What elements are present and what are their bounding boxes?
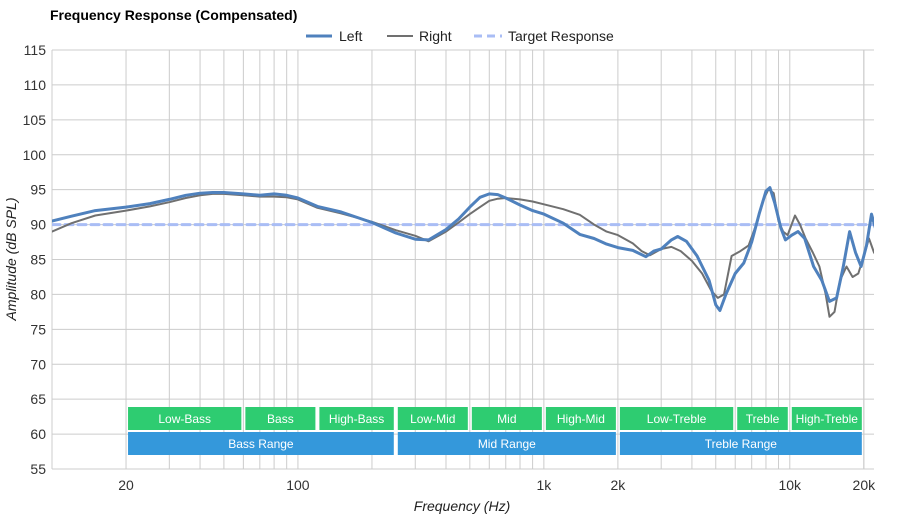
x-tick-label: 1k bbox=[536, 477, 552, 493]
x-tick-label: 20k bbox=[853, 477, 877, 493]
band-label: Low-Bass bbox=[158, 412, 211, 426]
band-rect bbox=[128, 432, 394, 455]
y-tick-label: 95 bbox=[30, 182, 46, 198]
band-low-bass: Low-Bass bbox=[128, 407, 242, 430]
band-label: High-Mid bbox=[557, 412, 605, 426]
band-bass-range: Bass Range bbox=[128, 432, 394, 455]
y-tick-label: 80 bbox=[30, 286, 46, 302]
y-tick-label: 55 bbox=[30, 461, 46, 477]
x-tick-label: 100 bbox=[286, 477, 310, 493]
x-axis-ticks: 20 100 1k 2k 10k 20k bbox=[118, 477, 876, 493]
frequency-bands: Low-Bass Bass High-Bass Low-Mid Mid High-Mid L… bbox=[128, 407, 862, 455]
band-rect bbox=[397, 407, 468, 430]
band-label: Low-Mid bbox=[410, 412, 455, 426]
chart-title: Frequency Response (Compensated) bbox=[50, 7, 297, 23]
band-rect bbox=[245, 407, 316, 430]
y-tick-label: 65 bbox=[30, 391, 46, 407]
y-tick-label: 85 bbox=[30, 252, 46, 268]
y-axis-label: Amplitude (dB SPL) bbox=[3, 198, 19, 322]
y-tick-label: 100 bbox=[23, 147, 47, 163]
y-tick-label: 105 bbox=[23, 112, 47, 128]
chart-series bbox=[52, 186, 874, 318]
x-tick-label: 10k bbox=[778, 477, 802, 493]
band-bass: Bass bbox=[245, 407, 316, 430]
y-axis-ticks: 55 60 65 70 75 80 85 90 95 100 105 110 115 bbox=[23, 42, 47, 477]
band-label: Low-Treble bbox=[647, 412, 707, 426]
band-mid: Mid bbox=[471, 407, 542, 430]
band-label: Treble Range bbox=[705, 437, 778, 451]
y-tick-label: 110 bbox=[24, 77, 47, 93]
band-label: Mid Range bbox=[478, 437, 536, 451]
band-rect bbox=[619, 407, 734, 430]
band-label: Bass bbox=[267, 412, 294, 426]
series-line-right bbox=[52, 188, 874, 318]
band-rect bbox=[545, 407, 616, 430]
legend-label-left: Left bbox=[339, 28, 362, 44]
y-tick-label: 70 bbox=[30, 356, 46, 372]
band-high-bass: High-Bass bbox=[319, 407, 394, 430]
y-tick-label: 75 bbox=[30, 321, 46, 337]
band-rect bbox=[128, 407, 242, 430]
band-mid-range: Mid Range bbox=[397, 432, 616, 455]
y-tick-label: 115 bbox=[24, 42, 47, 58]
y-tick-label: 90 bbox=[30, 217, 46, 233]
band-label: High-Bass bbox=[329, 412, 384, 426]
band-rect bbox=[737, 407, 788, 430]
x-axis-label: Frequency (Hz) bbox=[414, 498, 510, 514]
legend-label-target: Target Response bbox=[508, 28, 614, 44]
band-treble: Treble bbox=[737, 407, 788, 430]
x-tick-label: 20 bbox=[118, 477, 134, 493]
y-tick-label: 60 bbox=[30, 426, 46, 442]
band-low-treble: Low-Treble bbox=[619, 407, 734, 430]
band-rect bbox=[397, 432, 616, 455]
band-label: High-Treble bbox=[796, 412, 859, 426]
band-rect bbox=[619, 432, 862, 455]
band-rect bbox=[471, 407, 542, 430]
band-low-mid: Low-Mid bbox=[397, 407, 468, 430]
band-label: Treble bbox=[746, 412, 780, 426]
band-label: Mid bbox=[497, 412, 516, 426]
band-treble-range: Treble Range bbox=[619, 432, 862, 455]
x-tick-label: 2k bbox=[610, 477, 626, 493]
chart-legend: Left Right Target Response bbox=[306, 28, 614, 44]
band-label: Bass Range bbox=[228, 437, 294, 451]
series-line-left bbox=[52, 186, 874, 312]
band-rect bbox=[791, 407, 862, 430]
band-high-mid: High-Mid bbox=[545, 407, 616, 430]
band-high-treble: High-Treble bbox=[791, 407, 862, 430]
legend-label-right: Right bbox=[419, 28, 452, 44]
band-rect bbox=[319, 407, 394, 430]
chart-grid bbox=[51, 49, 874, 470]
